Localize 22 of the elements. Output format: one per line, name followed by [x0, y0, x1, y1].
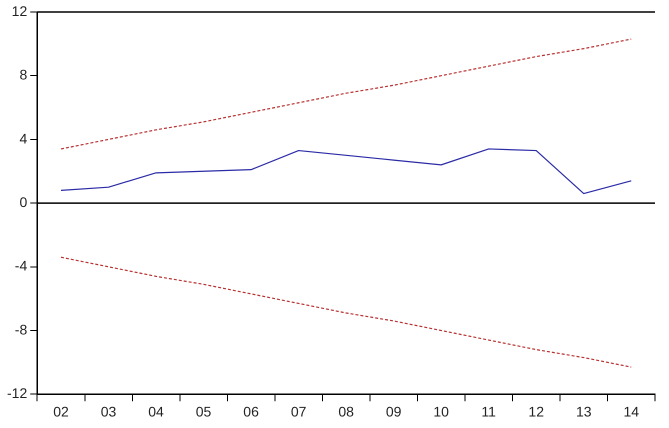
x-tick-label: 04: [148, 403, 164, 420]
y-tick-label: 8: [19, 66, 28, 83]
y-tick-label: 0: [19, 194, 28, 210]
y-tick-label: -8: [14, 321, 28, 338]
y-tick-label: -12: [7, 385, 28, 402]
line-series: [60, 38, 632, 150]
y-tick-label: -4: [14, 258, 28, 274]
x-tick-label: 06: [243, 403, 260, 420]
x-tick-label: 09: [386, 403, 402, 420]
y-tick-label: 12: [12, 2, 28, 19]
x-tick-label: 08: [338, 403, 354, 420]
x-tick-label: 02: [53, 403, 69, 420]
x-tick-label: 14: [623, 403, 640, 420]
x-tick-label: 03: [100, 403, 117, 420]
x-tick-label: 07: [290, 403, 307, 420]
x-tick-label: 13: [576, 403, 592, 420]
x-tick-label: 12: [528, 403, 544, 420]
x-tick-label: 11: [481, 403, 496, 420]
line-series: [60, 256, 632, 368]
x-tick-label: 05: [196, 403, 212, 420]
x-tick-label: 10: [433, 403, 450, 420]
y-tick-label: 4: [19, 130, 28, 146]
